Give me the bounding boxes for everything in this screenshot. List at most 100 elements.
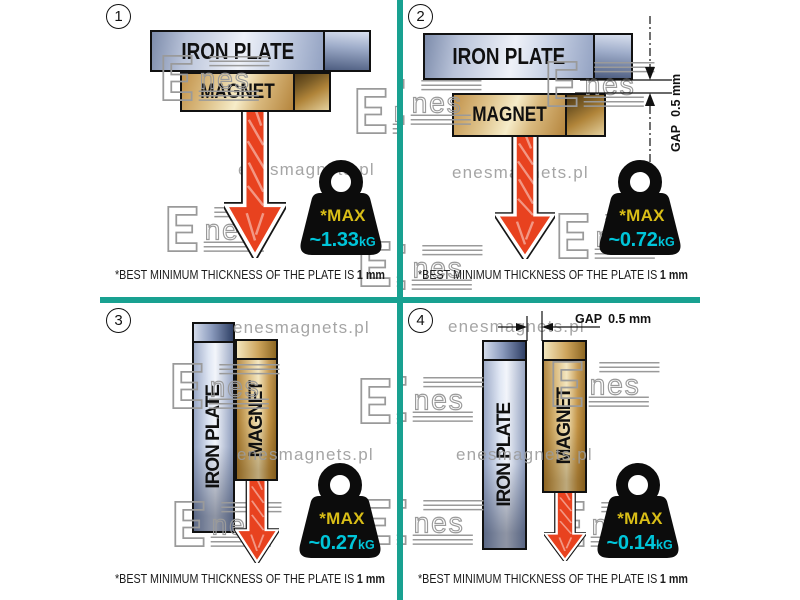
max-weight-value: ~0.72 <box>608 229 657 251</box>
panel-1: IRON PLATE MAGNET nes <box>0 0 397 297</box>
enes-logo-e <box>403 499 407 545</box>
weight-icon: *MAX ~0.72 kG <box>599 160 681 255</box>
enes-logo-e <box>360 378 391 424</box>
weight-body <box>300 193 382 255</box>
enes-logo-text: nes <box>412 87 463 119</box>
enes-logo-text: nes <box>200 63 251 95</box>
enes-logo-watermark: nes <box>403 79 482 125</box>
enes-logo-lines <box>208 364 280 409</box>
enes-logo-watermark: nes <box>552 361 660 407</box>
iron-plate-vertical: IRON PLATE <box>482 340 527 550</box>
enesmagnets-watermark: enesmagnets.pl <box>237 445 374 464</box>
plate-thickness-note: *BEST MINIMUM THICKNESS OF THE PLATE IS 1… <box>114 572 385 586</box>
enes-logo-lines <box>411 245 483 290</box>
enes-logo-text: nes <box>414 507 465 539</box>
dimension-arrow-up <box>645 93 655 106</box>
enes-logo-watermark: nes <box>360 378 397 424</box>
weight-unit: kG <box>358 538 375 552</box>
weight-body <box>299 496 381 558</box>
max-weight-value: ~0.14 <box>606 532 656 554</box>
weight-body <box>599 193 681 255</box>
weight-icon: *MAX ~1.33 kG <box>300 160 382 255</box>
magnet-vertical: MAGNET <box>542 340 587 493</box>
gap-dimension: GAP0.5 mm <box>575 16 683 162</box>
max-label: *MAX <box>319 509 365 528</box>
enes-logo-text: nes <box>413 252 464 284</box>
enes-logo-lines <box>198 56 270 101</box>
max-weight-value: ~1.33 <box>309 229 358 251</box>
enes-logo-e <box>552 361 583 407</box>
enes-logo-text: nes <box>585 69 636 101</box>
enes-logo-text: nes <box>590 369 641 401</box>
panel-number-badge: 3 <box>106 308 131 333</box>
weight-unit: kG <box>359 235 376 249</box>
weight-body <box>597 496 679 558</box>
plate-thickness-note: *BEST MINIMUM THICKNESS OF THE PLATE IS 1… <box>114 268 385 282</box>
watermark-logo: nes <box>168 360 283 417</box>
enes-logo-e <box>403 79 405 125</box>
dimension-arrow-left <box>542 323 553 331</box>
enes-logo-text: nes <box>210 371 261 403</box>
iron-plate-top-face <box>194 324 233 343</box>
max-weight-value: ~0.27 <box>308 532 357 554</box>
plate-thickness-note: *BEST MINIMUM THICKNESS OF THE PLATE IS 1… <box>417 268 688 282</box>
max-label: *MAX <box>617 509 663 528</box>
enes-logo-e <box>403 376 407 422</box>
panel-4: IRON PLATE MAGNET nes <box>403 303 800 600</box>
weight-icon: *MAX ~0.14 kG <box>597 463 679 558</box>
iron-plate-horizontal: IRON PLATE <box>423 33 633 80</box>
enes-logo-e <box>558 213 589 259</box>
enes-logo-watermark: nes <box>356 88 397 134</box>
panel-number-badge: 1 <box>106 4 131 29</box>
enes-logo-e <box>174 501 205 547</box>
watermark-logo: nes <box>403 241 486 297</box>
magnet-vertical: MAGNET <box>235 339 278 481</box>
magnet-side-face <box>293 72 331 112</box>
panel-3: IRON PLATE MAGNET nes <box>0 303 397 600</box>
enes-logo-lines <box>412 377 484 422</box>
magnet-side-face <box>565 93 606 137</box>
watermark-logo: nes <box>352 85 397 142</box>
enes-logo-e <box>162 55 193 101</box>
magnet-label: MAGNET <box>472 103 547 126</box>
enes-logo-watermark: nes <box>403 376 484 422</box>
watermark-logo: nes <box>548 358 663 415</box>
enes-logo-text: nes <box>414 384 465 416</box>
iron-plate-top-face <box>484 342 525 361</box>
enesmagnets-watermark: enesmagnets.pl <box>456 445 593 464</box>
iron-plate-label: IRON PLATE <box>452 43 566 69</box>
enes-logo-lines <box>588 362 660 407</box>
panel-number-badge: 2 <box>408 4 433 29</box>
weight-unit: kG <box>656 538 673 552</box>
enes-logo-e <box>356 88 387 134</box>
enes-logo-e <box>167 206 198 252</box>
enes-logo-e <box>403 244 406 290</box>
watermark-logo: nes <box>158 52 273 109</box>
max-label: *MAX <box>320 206 366 225</box>
enes-logo-watermark: nes <box>403 499 484 545</box>
iron-plate-horizontal: IRON PLATE <box>150 30 371 72</box>
watermark-logo: nes <box>543 58 658 115</box>
enes-logo-watermark: nes <box>162 55 270 101</box>
magnet-top-face <box>237 341 276 360</box>
magnet-horizontal: MAGNET <box>452 93 606 137</box>
enes-logo-watermark: nes <box>172 363 280 409</box>
dimension-arrow-right <box>516 323 527 331</box>
enes-logo-e <box>547 61 578 107</box>
plate-thickness-note: *BEST MINIMUM THICKNESS OF THE PLATE IS 1… <box>417 572 688 586</box>
watermark-logo: nes <box>403 76 485 133</box>
enes-logo-lines <box>583 62 655 107</box>
iron-plate-side-face <box>323 30 371 72</box>
enes-logo-e <box>172 363 203 409</box>
enes-logo-watermark: nes <box>547 61 655 107</box>
enes-logo-watermark: nes <box>403 244 483 290</box>
weight-icon: *MAX ~0.27 kG <box>299 463 381 558</box>
enesmagnets-watermark: enesmagnets.pl <box>233 318 370 337</box>
panel-number-badge: 4 <box>408 308 433 333</box>
max-label: *MAX <box>619 206 665 225</box>
pull-force-arrow-icon <box>224 112 286 258</box>
horizontal-divider <box>100 297 700 303</box>
